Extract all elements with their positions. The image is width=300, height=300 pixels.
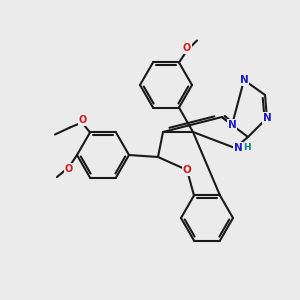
Text: N: N	[262, 113, 272, 123]
Text: O: O	[65, 164, 73, 174]
Text: O: O	[183, 44, 191, 53]
Text: N: N	[234, 143, 242, 153]
Text: H: H	[243, 143, 251, 152]
Text: N: N	[228, 120, 236, 130]
Text: O: O	[79, 116, 87, 125]
Text: O: O	[183, 165, 191, 175]
Text: N: N	[240, 75, 248, 85]
